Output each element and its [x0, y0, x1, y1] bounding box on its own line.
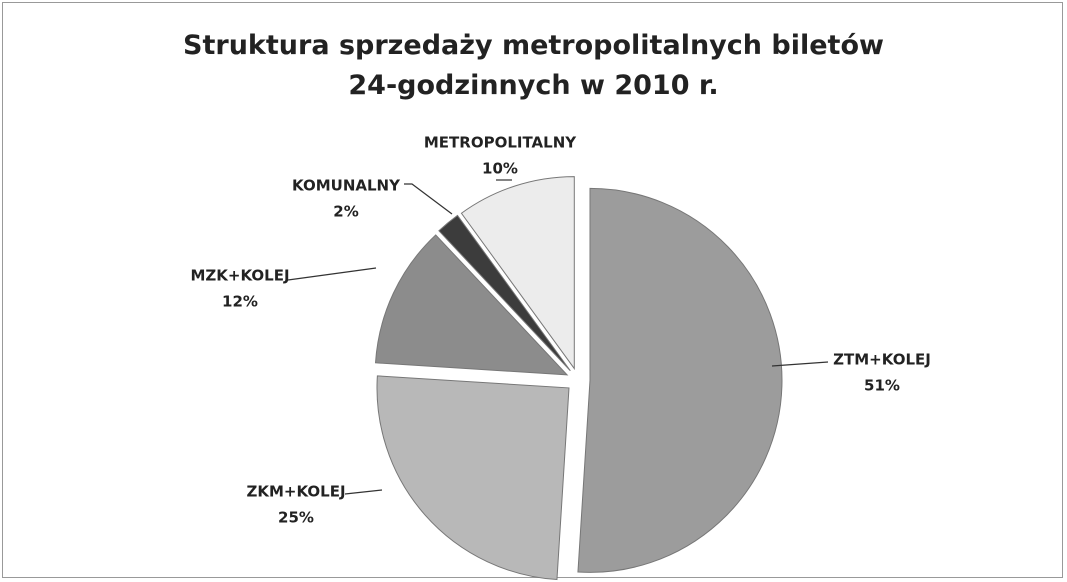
- slice-label: KOMUNALNY: [292, 177, 401, 195]
- pie-slice: [577, 187, 783, 573]
- leader-line: [344, 489, 383, 495]
- slice-value-label: 25%: [278, 509, 314, 527]
- slice-label: ZKM+KOLEJ: [246, 483, 345, 501]
- leader-line: [771, 361, 829, 367]
- pie-slice: [438, 214, 571, 372]
- pie-slice: [374, 234, 569, 376]
- slice-label: MZK+KOLEJ: [190, 267, 289, 285]
- chart-title: Struktura sprzedaży metropolitalnych bil…: [183, 30, 884, 101]
- slice-label: METROPOLITALNY: [424, 134, 577, 152]
- slice-value-label: 51%: [864, 377, 900, 395]
- pie-slice: [376, 375, 570, 581]
- slice-value-label: 2%: [333, 203, 358, 221]
- leader-line: [287, 267, 377, 281]
- slice-value-label: 12%: [222, 293, 258, 311]
- pie-slice: [460, 176, 575, 371]
- leader-line: [404, 183, 453, 215]
- slice-label: ZTM+KOLEJ: [833, 351, 931, 369]
- slice-value-label: 10%: [482, 160, 518, 178]
